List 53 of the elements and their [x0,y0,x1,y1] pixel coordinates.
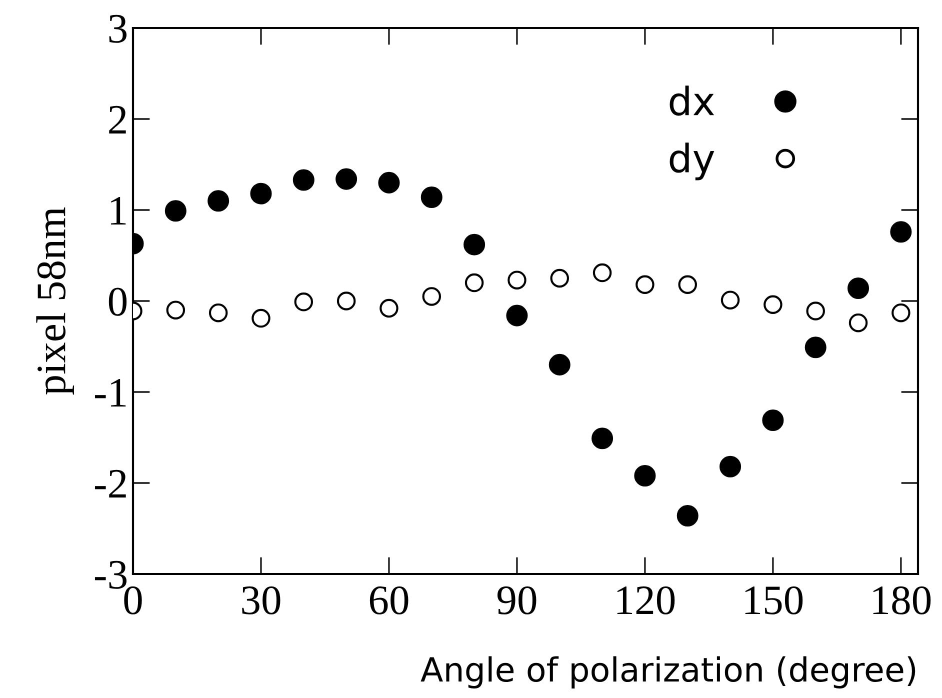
point [890,221,912,243]
y-tick-label: -3 [94,560,127,589]
x-tick-label: 90 [497,586,536,614]
point [848,313,868,332]
point [420,186,442,208]
x-tick-label: 30 [242,586,280,614]
point [848,277,870,300]
point [294,292,314,312]
point [678,275,697,294]
y-tick-label: 0 [108,288,127,316]
y-tick-label: 3 [109,14,127,43]
point [378,172,400,194]
point [380,298,398,318]
point [806,302,825,320]
y-tick-label: -1 [94,378,126,406]
point [804,336,826,358]
x-tick-label: 120 [617,586,675,614]
x-tick-label: 180 [873,586,931,614]
point [764,295,782,314]
point [506,304,528,326]
point [508,270,526,290]
point [208,303,228,322]
y-tick-label: 2 [109,106,126,134]
y-axis-title: pixel 58nm [36,207,74,395]
point [166,300,186,320]
point [422,287,442,306]
point [252,308,270,328]
point [592,263,612,282]
point [292,169,314,191]
legend-label: dx [670,86,714,116]
point [762,409,784,431]
point [548,354,570,376]
legend-label: dy [670,142,714,180]
x-axis-title: Angle of polarization (degree) [420,656,916,688]
point [164,200,186,222]
point [208,190,230,212]
point [720,290,740,310]
point [336,292,356,310]
point [634,464,656,486]
x-tick-label: 60 [370,586,408,614]
point [636,275,654,294]
point [336,168,358,190]
point [676,504,698,527]
point [720,456,742,478]
point [250,182,272,204]
point [464,273,484,292]
point [464,234,486,256]
y-tick-label: 1 [110,196,126,224]
point [892,303,910,322]
point [592,428,614,450]
x-tick-label: 150 [745,586,803,614]
point [550,268,570,288]
y-tick-label: -2 [94,470,126,498]
